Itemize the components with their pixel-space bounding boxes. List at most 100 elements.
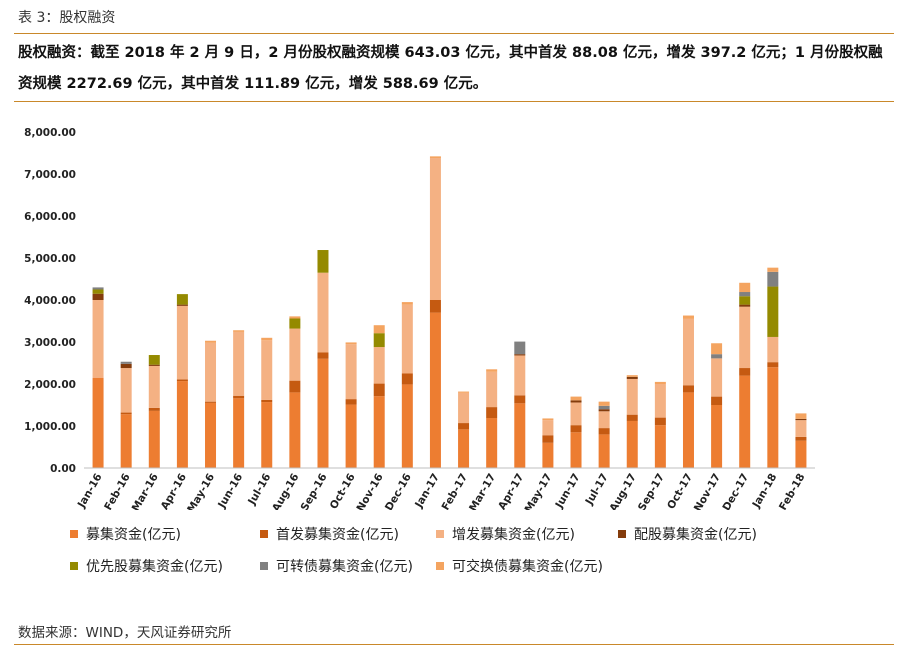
bar-segment — [205, 401, 217, 403]
y-tick-label: 3,000.00 — [24, 337, 76, 349]
bar-segment — [514, 341, 526, 355]
bar-segment — [458, 392, 470, 424]
bar-segment — [711, 405, 723, 468]
bar-segment — [233, 330, 245, 332]
bottom-divider — [14, 644, 894, 645]
bar-segment — [373, 347, 385, 384]
bar-segment — [345, 399, 357, 405]
bar-segment — [148, 364, 160, 366]
bar-segment — [514, 355, 526, 396]
bar-segment — [176, 304, 188, 306]
bar-segment — [92, 300, 104, 378]
y-axis: 0.00 1,000.00 2,000.00 3,000.00 4,000.00 5,00… — [24, 127, 76, 475]
bar-segment — [542, 418, 554, 421]
bar-segment — [429, 156, 441, 159]
x-tick-label: Dec-17 — [720, 472, 751, 511]
bar-segment — [317, 250, 329, 273]
legend-swatch — [260, 562, 268, 570]
legend-item: 配股募集资金(亿元) — [618, 524, 757, 544]
bar-segment — [289, 392, 301, 468]
legend-label: 首发募集资金(亿元) — [276, 527, 399, 543]
bar-segment — [261, 402, 273, 468]
bar-segment — [570, 396, 582, 401]
bar-segment — [429, 312, 441, 468]
x-tick-label: Aug-17 — [607, 472, 638, 511]
bar-segment — [148, 410, 160, 468]
legend-label: 配股募集资金(亿元) — [634, 527, 757, 543]
bar-segment — [373, 396, 385, 468]
bar-segment — [233, 398, 245, 468]
bar-segment — [739, 304, 751, 307]
bar-segment — [570, 400, 582, 403]
x-tick-label: Mar-17 — [467, 472, 498, 510]
x-tick-label: Aug-16 — [270, 472, 301, 511]
bar-segment — [345, 344, 357, 400]
bar-segment — [739, 368, 751, 376]
bar-segment — [767, 267, 779, 272]
bar-segment — [261, 399, 273, 403]
bar-segment — [429, 158, 441, 300]
bar-segment — [795, 418, 807, 421]
bar-segment — [514, 395, 526, 404]
bar-segment — [598, 405, 610, 410]
legend-item: 优先股募集资金(亿元) — [70, 556, 223, 576]
bar-segment — [261, 340, 273, 400]
table-caption: 表 3：股权融资 — [18, 10, 116, 26]
bar-segment — [570, 432, 582, 468]
y-tick-label: 0.00 — [50, 463, 76, 475]
bar-segment — [176, 379, 188, 382]
legend-item: 增发募集资金(亿元) — [436, 524, 575, 544]
bar-segment — [570, 402, 582, 426]
y-tick-label: 4,000.00 — [24, 295, 76, 307]
bar-segment — [626, 420, 638, 468]
bar-segment — [598, 409, 610, 412]
x-tick-label: Oct-17 — [665, 472, 695, 511]
bar-segment — [767, 271, 779, 287]
bar-segment — [401, 373, 413, 385]
bar-segment — [205, 402, 217, 468]
x-tick-label: Jan-17 — [412, 472, 442, 511]
bar-segment — [373, 383, 385, 397]
bar-segment — [401, 384, 413, 468]
bar-segment — [176, 305, 188, 380]
bar-segment — [429, 300, 441, 313]
legend-label: 可转债募集资金(亿元) — [276, 559, 413, 575]
legend-label: 增发募集资金(亿元) — [452, 527, 575, 543]
bar-segment — [739, 375, 751, 468]
bar-segment — [682, 385, 694, 393]
bar-segment — [542, 435, 554, 443]
bar-segment — [682, 318, 694, 386]
legend-item: 可转债募集资金(亿元) — [260, 556, 413, 576]
summary-text: 股权融资：截至 2018 年 2 月 9 日，2 月份股权融资规模 643.03… — [18, 45, 883, 92]
stacked-bar-chart: 0.00 1,000.00 2,000.00 3,000.00 4,000.00 5,00… — [24, 127, 815, 511]
bar-segment — [514, 403, 526, 468]
bar-segment — [570, 425, 582, 433]
bar-segment — [486, 371, 498, 408]
bar-segment — [739, 292, 751, 297]
x-tick-label: Jul-16 — [245, 472, 273, 508]
x-tick-label: Jul-17 — [583, 472, 611, 508]
bar-segment — [795, 413, 807, 419]
y-tick-label: 1,000.00 — [24, 421, 76, 433]
bar-segment — [598, 434, 610, 468]
bar-segment — [795, 440, 807, 468]
bar-segment — [148, 365, 160, 408]
bar-segment — [92, 287, 104, 290]
x-tick-label: Jun-17 — [553, 472, 583, 511]
bar-segment — [289, 316, 301, 319]
x-tick-label: Oct-16 — [328, 472, 358, 511]
bar-segment — [373, 333, 385, 348]
y-tick-label: 5,000.00 — [24, 253, 76, 265]
bar-segment — [711, 358, 723, 397]
x-tick-label: Jun-16 — [215, 472, 245, 511]
bar-segment — [598, 428, 610, 435]
x-tick-label: Dec-16 — [383, 472, 414, 511]
x-tick-label: May-16 — [185, 472, 217, 511]
bar-segment — [795, 436, 807, 441]
y-tick-label: 6,000.00 — [24, 211, 76, 223]
bar-segment — [317, 358, 329, 468]
bar-segment — [767, 336, 779, 363]
top-divider — [14, 33, 894, 34]
bar-segment — [458, 423, 470, 430]
bar-segment — [92, 293, 104, 300]
